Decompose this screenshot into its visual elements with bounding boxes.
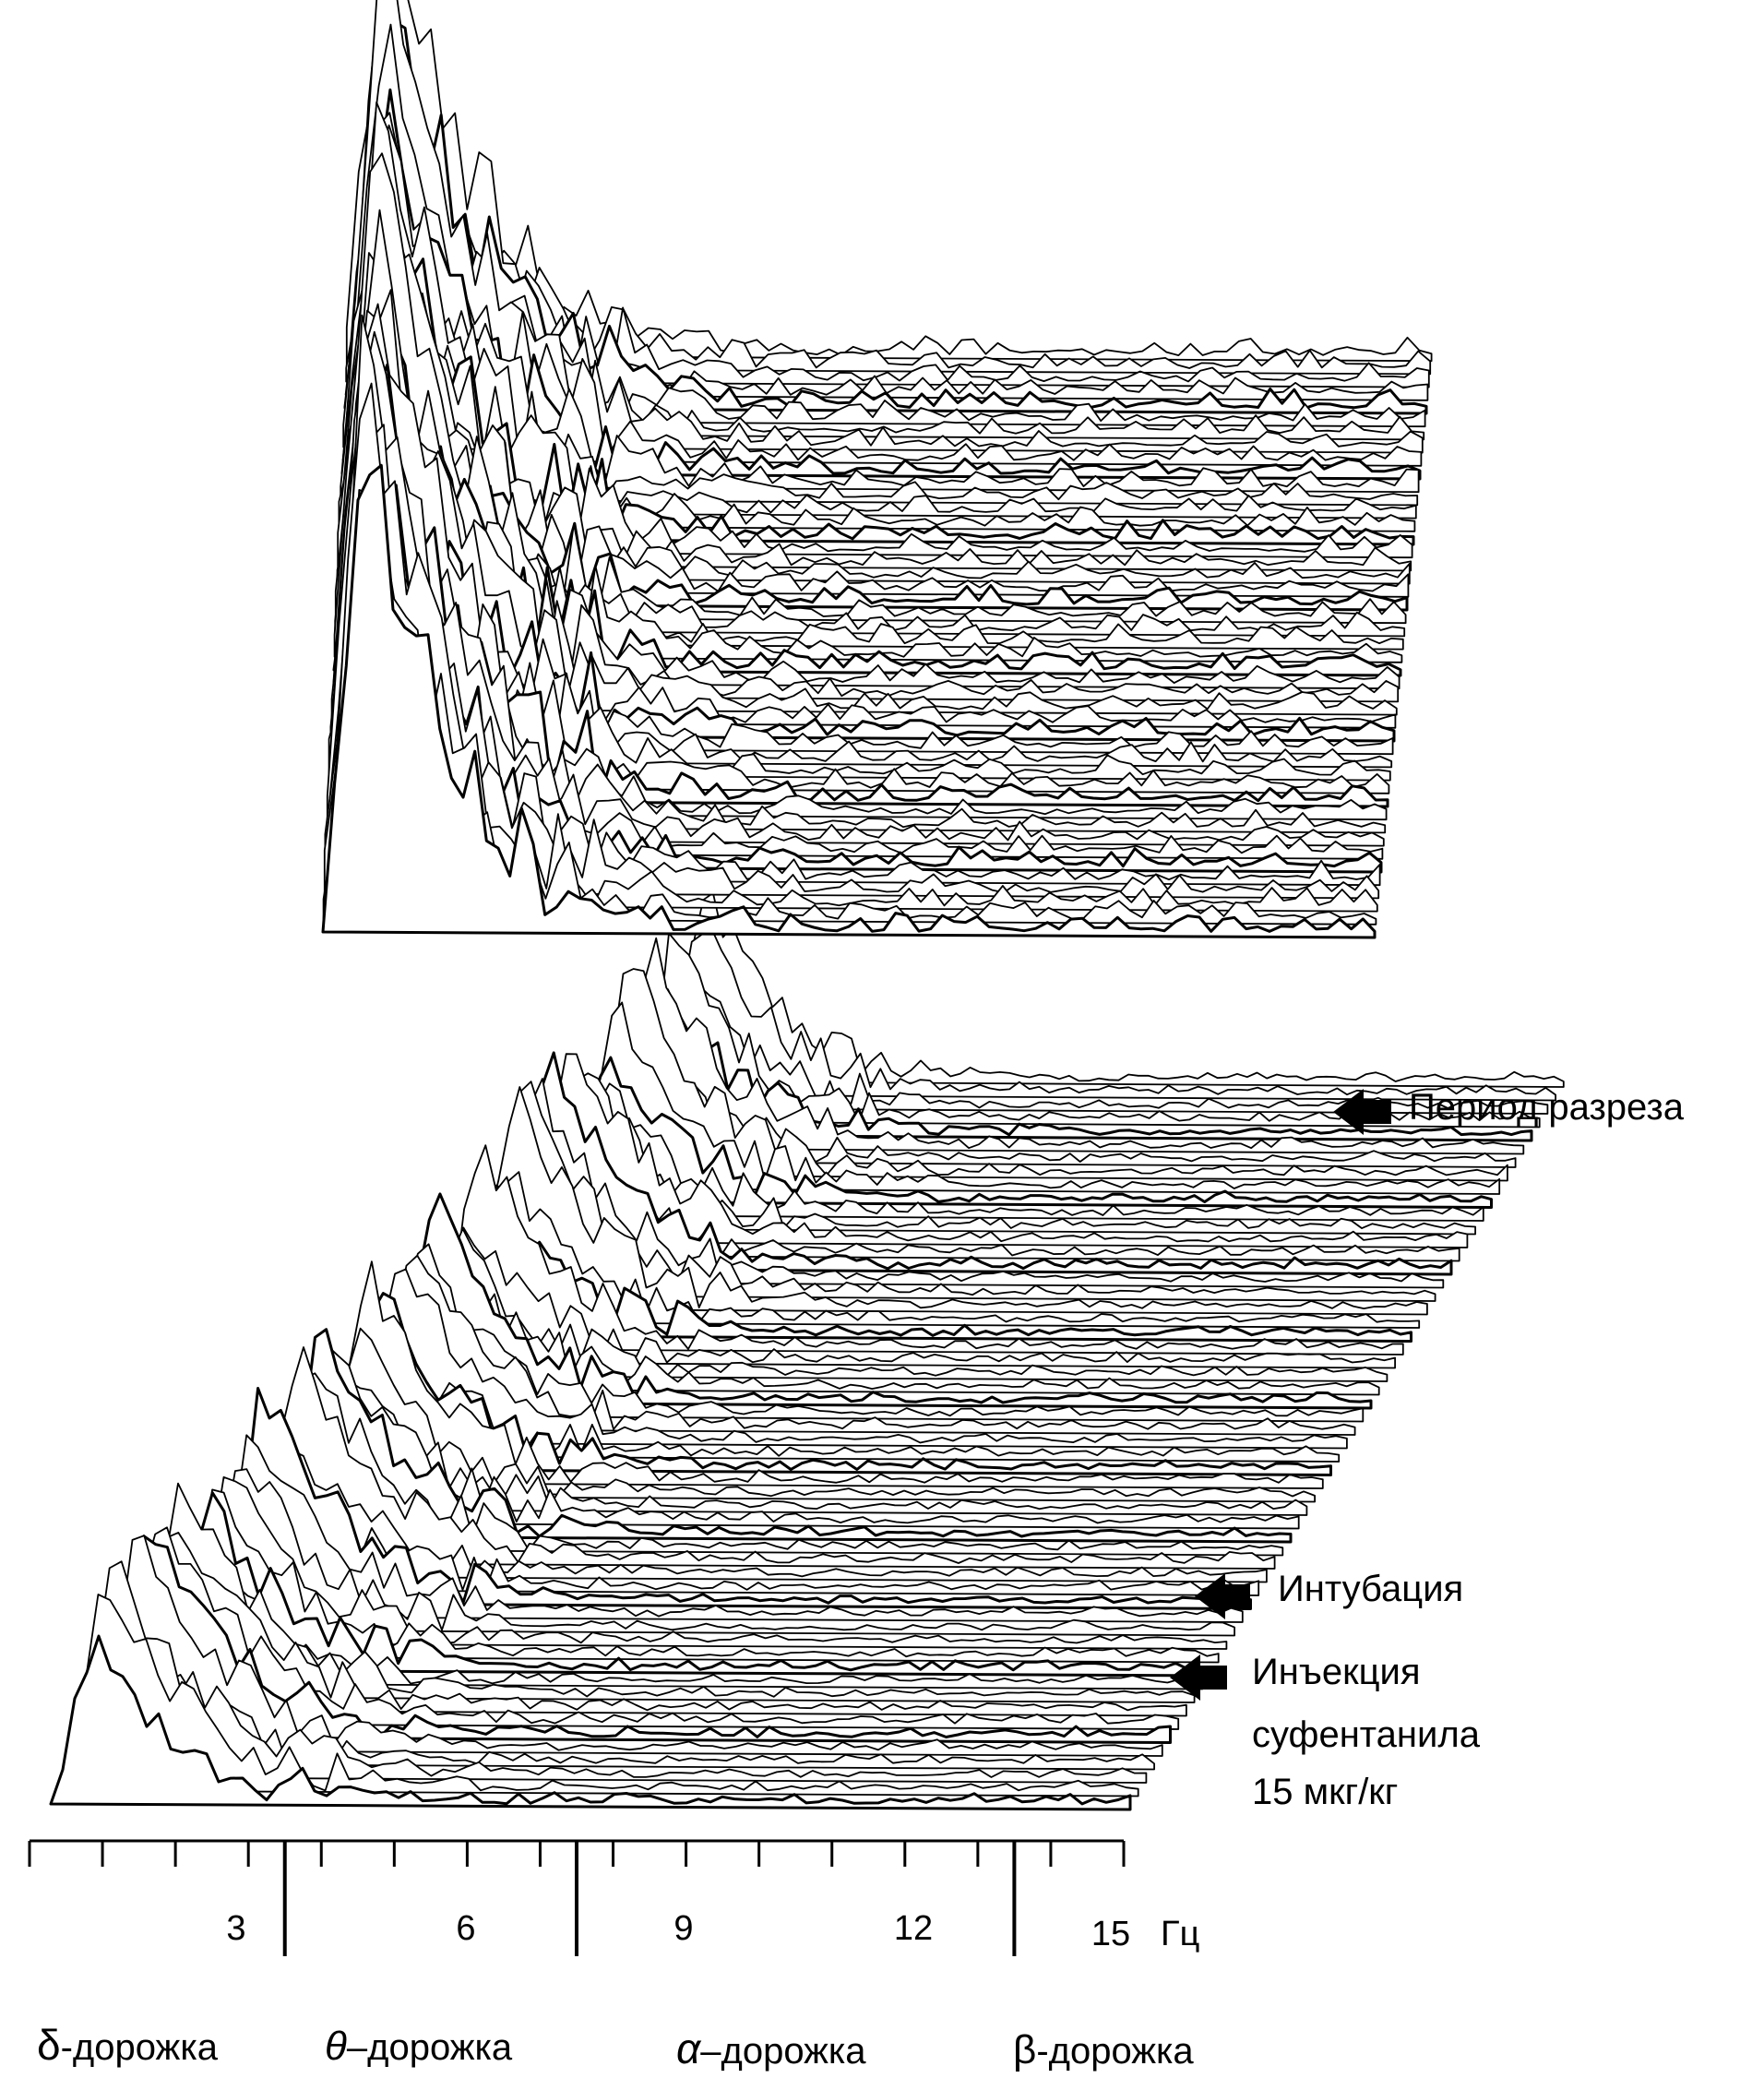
band-symbol-delta: δ <box>37 2021 61 2069</box>
band-text-alpha: –дорожка <box>700 2031 866 2072</box>
event-label-injection-line3: 15 мкг/кг <box>1252 1772 1398 1812</box>
spectra-bottom-panel <box>49 891 1565 1811</box>
x-tick-label-9: 9 <box>673 1909 693 1948</box>
arrow-injection-icon <box>1170 1654 1227 1701</box>
band-label-theta: θ–дорожка <box>325 2024 513 2069</box>
band-label-beta: β-дорожка <box>1013 2027 1194 2072</box>
band-symbol-theta: θ <box>325 2024 347 2069</box>
band-label-delta: δ-дорожка <box>37 2021 219 2069</box>
x-tick-label-6: 6 <box>456 1909 475 1948</box>
band-boundary-ticks <box>282 1841 1017 1956</box>
band-label-alpha: α–дорожка <box>676 2024 866 2072</box>
band-text-beta: -дорожка <box>1036 2031 1194 2072</box>
x-tick-label-12: 12 <box>894 1909 933 1948</box>
spectra-top-panel <box>321 0 1433 939</box>
arrow-intubation-icon <box>1195 1573 1250 1619</box>
x-axis-minor-ticks <box>28 1841 1126 1867</box>
event-annotations: Период разреза Интубация Инъекция суфент… <box>1170 1087 1685 1812</box>
band-symbol-beta: β <box>1013 2027 1036 2072</box>
x-axis: 3 6 9 12 15 Гц <box>28 1839 1199 1956</box>
arrow-incision-icon <box>1333 1089 1391 1135</box>
band-text-theta: –дорожка <box>347 2027 513 2068</box>
band-text-delta: -дорожка <box>61 2027 219 2068</box>
x-tick-label-15: 15 <box>1091 1915 1130 1953</box>
x-tick-label-3: 3 <box>226 1909 245 1948</box>
spectrum-line-top-0 <box>321 463 1377 939</box>
band-symbol-alpha: α <box>676 2024 702 2072</box>
event-label-injection-line1: Инъекция <box>1252 1652 1421 1692</box>
event-label-intubation: Интубация <box>1278 1569 1463 1609</box>
event-label-incision: Период разреза <box>1409 1087 1685 1128</box>
spectrum-line-bottom-0 <box>49 1634 1132 1811</box>
band-labels: δ-дорожка θ–дорожка α–дорожка β-дорожка <box>37 2021 1194 2072</box>
event-label-injection-line2: суфентанила <box>1252 1714 1481 1755</box>
x-axis-unit: Гц <box>1161 1915 1199 1953</box>
